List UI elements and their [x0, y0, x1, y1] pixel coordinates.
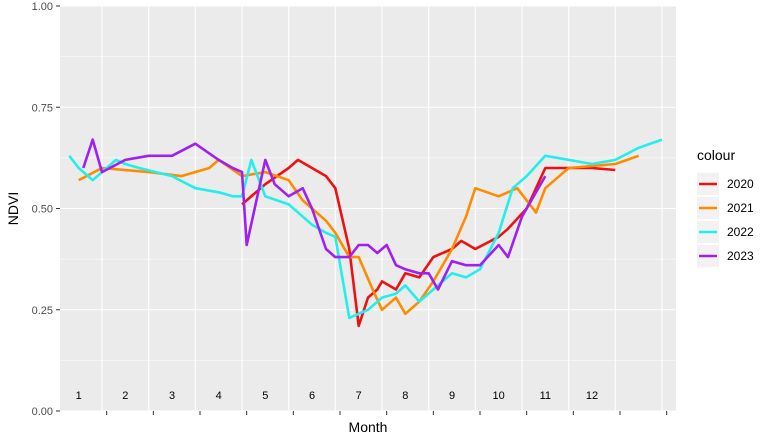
month-label: 11	[540, 390, 551, 402]
data-series	[68, 138, 663, 328]
legend: colour 2020 2021 2022 2023	[697, 147, 754, 267]
month-label: 5	[262, 390, 268, 402]
legend-label-2022: 2022	[727, 225, 754, 239]
y-tick-labels: 0.00 0.25 0.50 0.75 1.00	[32, 1, 53, 418]
y-tick-label: 0.50	[32, 204, 53, 216]
month-label: 8	[402, 390, 408, 402]
legend-label-2020: 2020	[727, 177, 754, 191]
legend-items: 2020 2021 2022 2023	[697, 173, 754, 267]
month-label: 3	[169, 390, 175, 402]
month-label: 10	[493, 390, 505, 402]
month-labels: 1 2 3 4 5 6 7 8 9 10 11 12	[76, 390, 599, 402]
month-label: 4	[216, 390, 222, 402]
month-label: 2	[122, 390, 128, 402]
month-label: 12	[586, 390, 598, 402]
month-label: 1	[76, 390, 82, 402]
axis-ticks	[56, 5, 668, 415]
series-line-2022	[68, 138, 663, 320]
grid-lines	[60, 5, 676, 412]
legend-label-2023: 2023	[727, 249, 754, 263]
series-line-2020	[241, 158, 616, 328]
x-axis-title: Month	[349, 419, 388, 435]
y-tick-label: 0.00	[32, 406, 53, 418]
y-tick-label: 1.00	[32, 1, 53, 13]
legend-title: colour	[697, 147, 735, 163]
month-label: 6	[309, 390, 315, 402]
y-axis-title: NDVI	[5, 192, 21, 225]
month-label: 9	[449, 390, 455, 402]
month-label: 7	[356, 390, 362, 402]
series-line-2023	[82, 138, 547, 291]
y-tick-label: 0.75	[32, 102, 53, 114]
y-tick-label: 0.25	[32, 305, 53, 317]
legend-label-2021: 2021	[727, 201, 754, 215]
